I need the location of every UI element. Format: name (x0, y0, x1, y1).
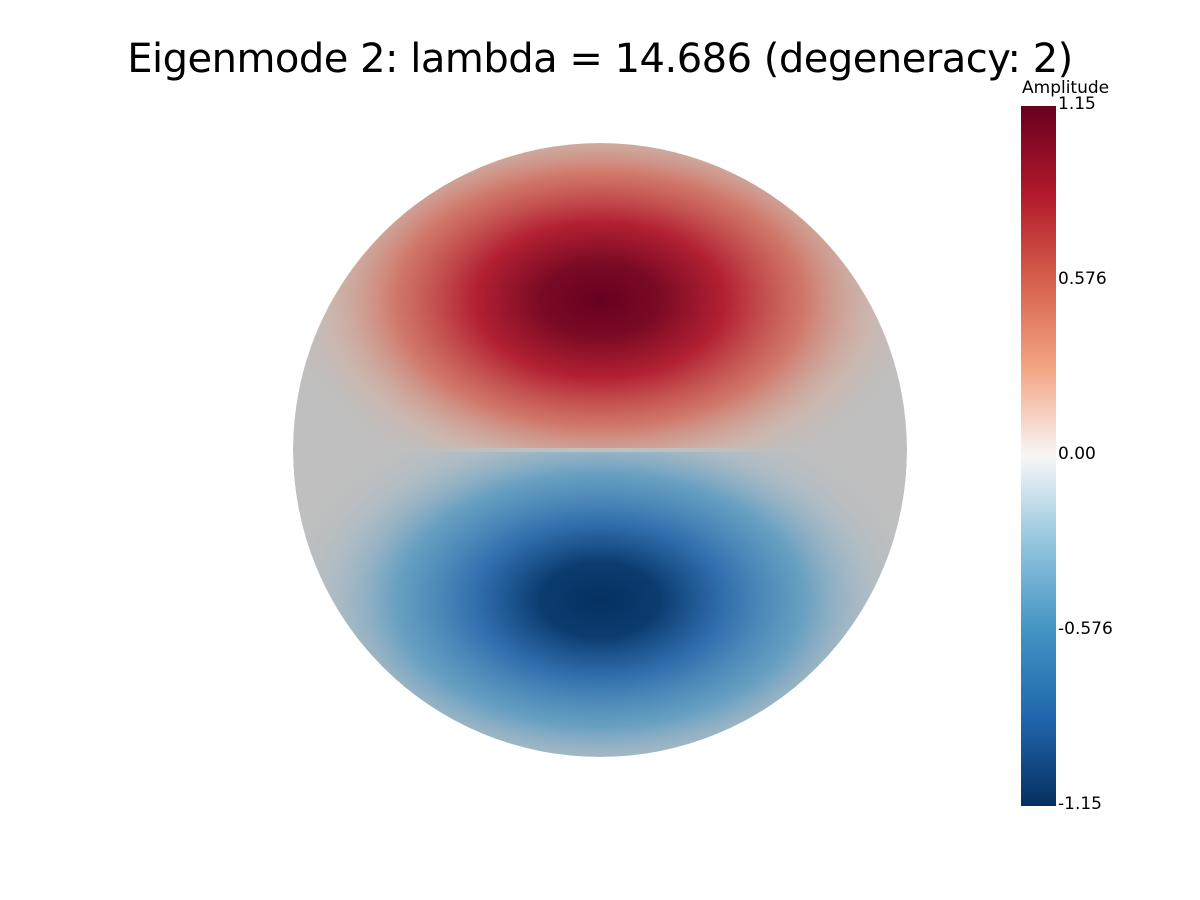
colorbar-tick-max: 1.15 (1058, 94, 1096, 114)
colorbar-tick-high: 0.576 (1058, 269, 1107, 289)
eigenmode-disk (293, 143, 907, 757)
plot-title: Eigenmode 2: lambda = 14.686 (degeneracy… (127, 36, 1073, 82)
colorbar-tick-min: -1.15 (1058, 794, 1102, 814)
colorbar-tick-low: -0.576 (1058, 619, 1113, 639)
positive-lobe (293, 143, 907, 448)
colorbar-title: Amplitude (1022, 78, 1110, 98)
colorbar-gradient (1021, 106, 1056, 806)
colorbar-tick-zero: 0.00 (1058, 444, 1096, 464)
negative-lobe (293, 452, 907, 757)
